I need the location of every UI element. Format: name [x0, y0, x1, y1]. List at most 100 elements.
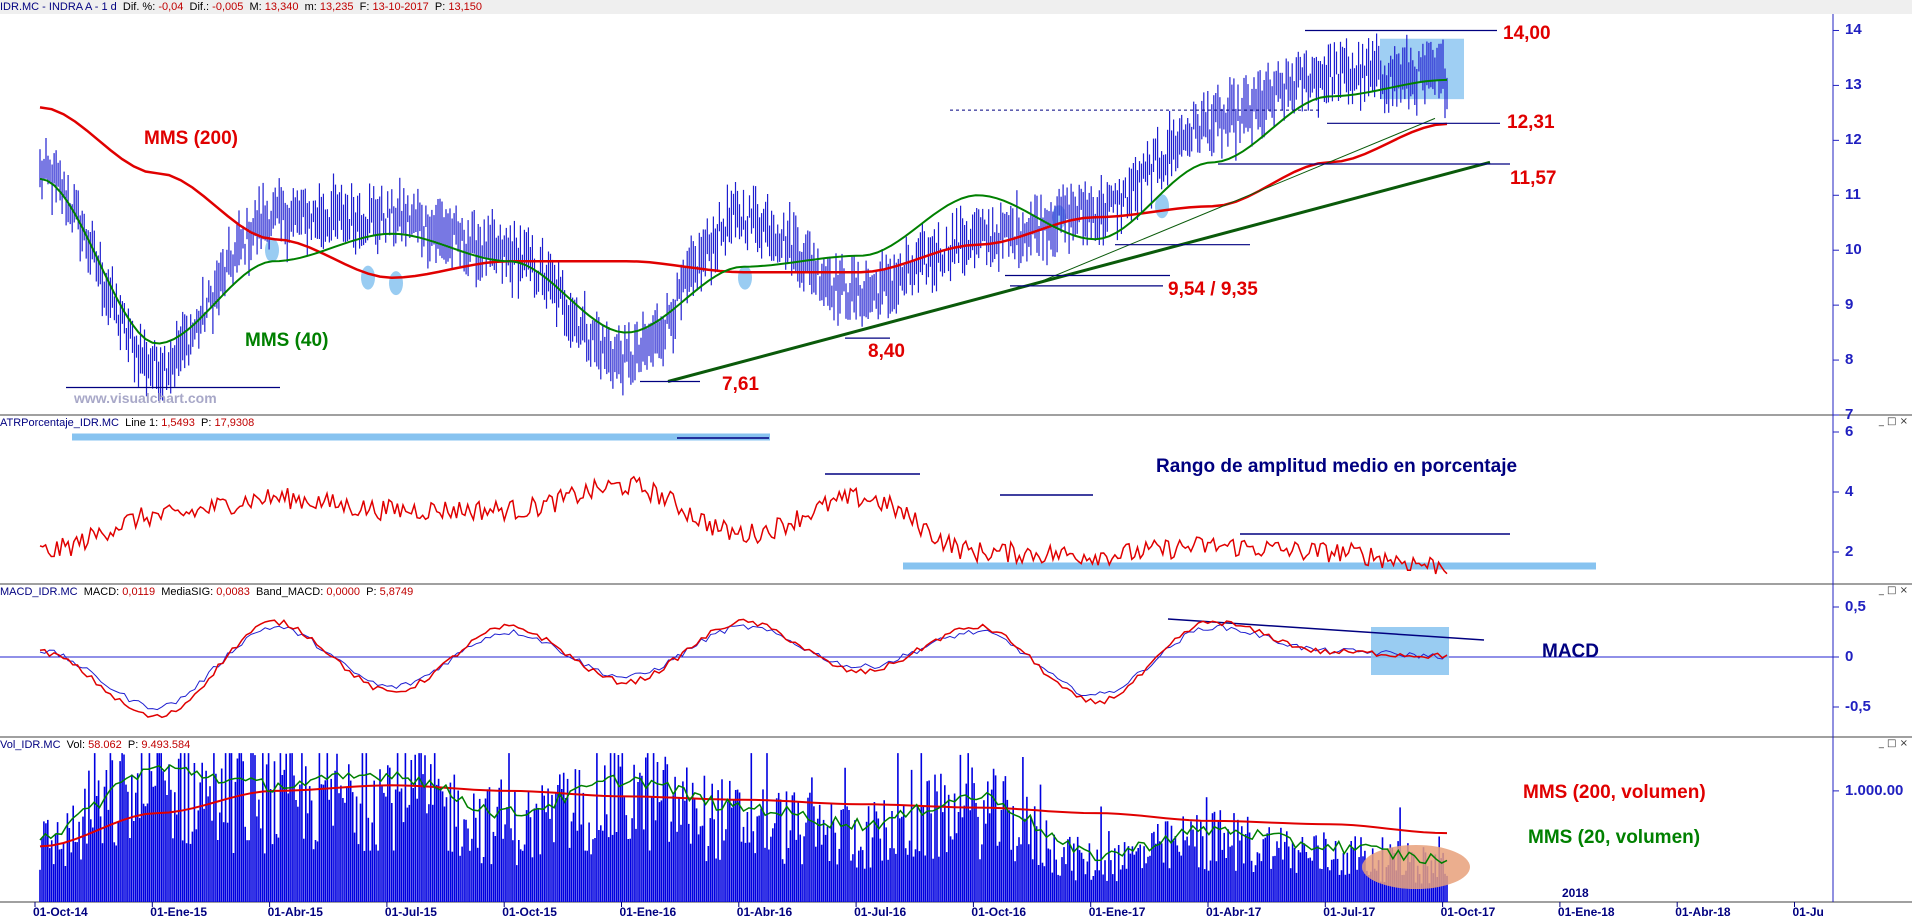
crossover-marker [389, 271, 403, 296]
crossover-marker [361, 265, 375, 290]
macd-highlight [1371, 627, 1449, 675]
price-symbol: IDR.MC - INDRA A - 1 d [0, 1, 117, 13]
price-min: 13,235 [319, 1, 354, 13]
crossover-marker [265, 238, 279, 263]
atr-window-buttons[interactable]: _ □ × [1878, 416, 1908, 427]
macd-sig: 0,0083 [216, 586, 250, 598]
price-min-label: m: [304, 1, 317, 13]
year-2018-label: 2018 [1562, 886, 1589, 900]
level-1231-label: 12,31 [1507, 112, 1555, 133]
atr-p: 17,9308 [214, 417, 255, 429]
volume-mms20-line [39, 764, 1448, 865]
macd-macd-label: MACD: [83, 586, 120, 598]
price-y-tick: 14 [1845, 21, 1862, 39]
atr-y-tick: 2 [1845, 543, 1854, 560]
x-tick-label: 01-Ju [1792, 905, 1824, 919]
macd-band: 0,0000 [326, 586, 361, 598]
price-y-tick: 8 [1845, 351, 1854, 369]
x-tick-label: 01-Oct-15 [502, 905, 557, 919]
volume-panel-header: Vol_IDR.MC Vol: 58.062 P: 9.493.584 [0, 738, 1840, 752]
price-max: 13,340 [264, 1, 299, 13]
mms200-line [39, 106, 1448, 279]
price-y-tick: 12 [1845, 131, 1862, 149]
x-tick-label: 01-Ene-15 [150, 905, 207, 919]
volume-y-tick: 1.000.00 [1845, 781, 1904, 799]
mms200-label: MMS (200) [144, 128, 238, 149]
atr-line: 1,5493 [161, 417, 195, 429]
x-tick-label: 01-Jul-15 [384, 905, 437, 919]
macd-annotation: MACD [1542, 641, 1599, 662]
x-tick-label: 01-Abr-18 [1675, 905, 1731, 919]
atr-y-tick: 6 [1845, 423, 1854, 440]
volume-name: Vol_IDR.MC [0, 739, 61, 751]
price-close-label: P: [434, 1, 446, 13]
level-954-label: 9,54 / 9,35 [1168, 279, 1258, 300]
x-tick-label: 01-Oct-14 [33, 905, 88, 919]
macd-name: MACD_IDR.MC [0, 586, 78, 598]
x-tick-label: 01-Ene-16 [619, 905, 677, 919]
volume-vol-label: Vol: [66, 739, 86, 751]
macd-signal-line [39, 623, 1448, 711]
atr-line-label: Line 1: [125, 417, 159, 429]
level-761-label: 7,61 [722, 374, 759, 395]
macd-p: 5,8749 [379, 586, 414, 598]
crossover-marker [738, 265, 752, 290]
price-dif: -0,005 [212, 1, 244, 13]
macd-y-tick: -0,5 [1845, 698, 1871, 715]
x-tick-label: 01-Oct-16 [971, 905, 1027, 919]
atr-p-label: P: [201, 417, 212, 429]
level-840-label: 8,40 [868, 341, 905, 362]
price-y-tick: 10 [1845, 241, 1862, 259]
mms20-volume-label: MMS (20, volumen) [1528, 827, 1701, 848]
atr-line [39, 475, 1448, 575]
watermark: www.visualchart.com [74, 390, 217, 406]
price-y-tick: 7 [1845, 406, 1854, 423]
level-1157-label: 11,57 [1510, 168, 1557, 189]
price-max-label: M: [249, 1, 262, 13]
long-term-trendline [667, 160, 1491, 383]
mms40-line [39, 78, 1448, 345]
x-tick-label: 01-Abr-15 [267, 905, 323, 919]
price-y-tick: 9 [1845, 296, 1854, 314]
macd-p-label: P: [366, 586, 377, 598]
x-tick-label: 01-Oct-17 [1440, 905, 1496, 919]
price-dif-pct-label: Dif. %: [122, 1, 156, 13]
price-date: 13-10-2017 [372, 1, 429, 13]
mms200-volume-label: MMS (200, volumen) [1523, 782, 1706, 803]
volume-p-label: P: [127, 739, 139, 751]
x-tick-label: 01-Abr-16 [736, 905, 793, 919]
price-y-tick: 13 [1845, 76, 1862, 94]
x-tick-label: 01-Abr-17 [1206, 905, 1262, 919]
x-tick-label: 01-Jul-16 [854, 905, 907, 919]
x-tick-label: 01-Jul-17 [1323, 905, 1376, 919]
macd-panel-header: MACD_IDR.MC MACD: 0,0119 MediaSIG: 0,008… [0, 585, 1840, 599]
price-dif-pct: -0,04 [158, 1, 184, 13]
price-close: 13,150 [448, 1, 483, 13]
macd-y-tick: 0,5 [1845, 598, 1866, 615]
macd-y-tick: 0 [1845, 648, 1854, 665]
level-1400-label: 14,00 [1503, 23, 1551, 44]
macd-sig-label: MediaSIG: [161, 586, 214, 598]
volume-vol: 58.062 [88, 739, 122, 751]
atr-y-tick: 4 [1845, 483, 1854, 500]
atr-low-band [903, 562, 1596, 570]
atr-panel-header: ATRPorcentaje_IDR.MC Line 1: 1,5493 P: 1… [0, 416, 1840, 430]
macd-macd: 0,0119 [122, 586, 156, 598]
volume-window-buttons[interactable]: _ □ × [1878, 738, 1908, 749]
atr-annotation: Rango de amplitud medio en porcentaje [1156, 456, 1518, 477]
price-dif-label: Dif.: [189, 1, 210, 13]
macd-line [39, 618, 1448, 719]
atr-high-band [72, 433, 770, 441]
volume-mms200-line [39, 784, 1448, 848]
price-panel-header: IDR.MC - INDRA A - 1 d Dif. %: -0,04 Dif… [0, 0, 1912, 14]
x-tick-label: 01-Ene-18 [1557, 905, 1615, 919]
mms40-label: MMS (40) [245, 330, 329, 351]
macd-band-label: Band_MACD: [256, 586, 324, 598]
volume-highlight [1362, 845, 1470, 889]
macd-window-buttons[interactable]: _ □ × [1878, 585, 1908, 596]
consolidation-highlight [1380, 38, 1464, 100]
macd-divergence-line [1167, 618, 1485, 641]
price-y-tick: 11 [1845, 186, 1861, 204]
short-term-trendline [1029, 117, 1436, 287]
